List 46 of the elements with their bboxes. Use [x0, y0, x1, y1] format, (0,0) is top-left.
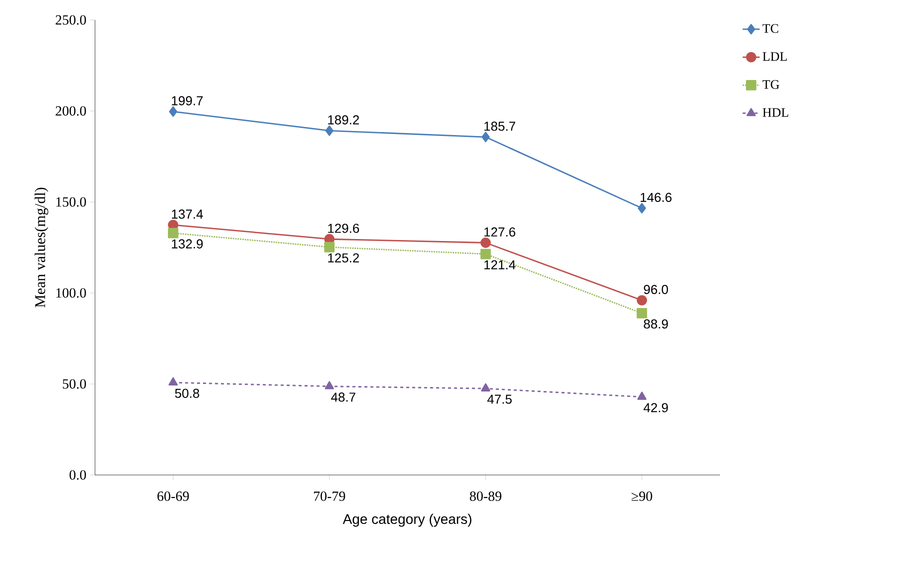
point [169, 106, 178, 117]
data-label: 132.9 [172, 239, 203, 248]
x-axis-title: Age category (years) [342, 514, 472, 527]
data-label: 88.9 [644, 319, 668, 329]
y-tick-label: 100.0 [56, 288, 86, 298]
x-tick-label: ≥90 [632, 492, 652, 501]
data-label: 42.9 [644, 403, 668, 412]
y-tick-label: 150.0 [56, 197, 86, 207]
point [482, 132, 490, 142]
data-label: 50.8 [175, 388, 200, 398]
point [637, 392, 646, 400]
legend-label: HDL [762, 108, 788, 117]
point [636, 295, 648, 306]
data-label: 127.6 [484, 227, 516, 237]
x-tick-label: 70-79 [314, 492, 346, 501]
point [324, 381, 334, 390]
x-tick-label: 60-69 [157, 492, 189, 501]
point [480, 248, 491, 260]
data-label: 47.5 [487, 394, 512, 404]
y-tick-label: 250.0 [56, 15, 86, 25]
data-label: 48.7 [331, 392, 356, 402]
point [480, 238, 491, 248]
data-label: 125.2 [328, 253, 359, 262]
data-label: 129.6 [328, 224, 360, 233]
legend-label: TC [762, 24, 778, 33]
y-axis-title: Mean values(mg/dl) [34, 188, 48, 308]
point [168, 228, 178, 238]
point [481, 383, 490, 392]
data-label: 146.6 [640, 192, 672, 202]
point [168, 377, 178, 386]
data-label: 199.7 [172, 96, 203, 106]
data-label: 121.4 [484, 260, 516, 270]
y-tick-label: 200.0 [56, 106, 86, 116]
point [325, 125, 334, 136]
point [324, 242, 335, 252]
point [638, 202, 646, 214]
data-label: 189.2 [328, 115, 359, 124]
x-tick-label: 80-89 [470, 492, 502, 501]
data-label: 137.4 [172, 210, 203, 219]
y-tick-label: 0.0 [70, 470, 86, 480]
data-label: 96.0 [644, 284, 668, 294]
y-tick-label: 50.0 [62, 379, 86, 389]
data-label: 185.7 [484, 122, 516, 131]
legend-label: LDL [762, 52, 787, 61]
legend-label: TG [762, 80, 780, 89]
point [636, 308, 648, 318]
